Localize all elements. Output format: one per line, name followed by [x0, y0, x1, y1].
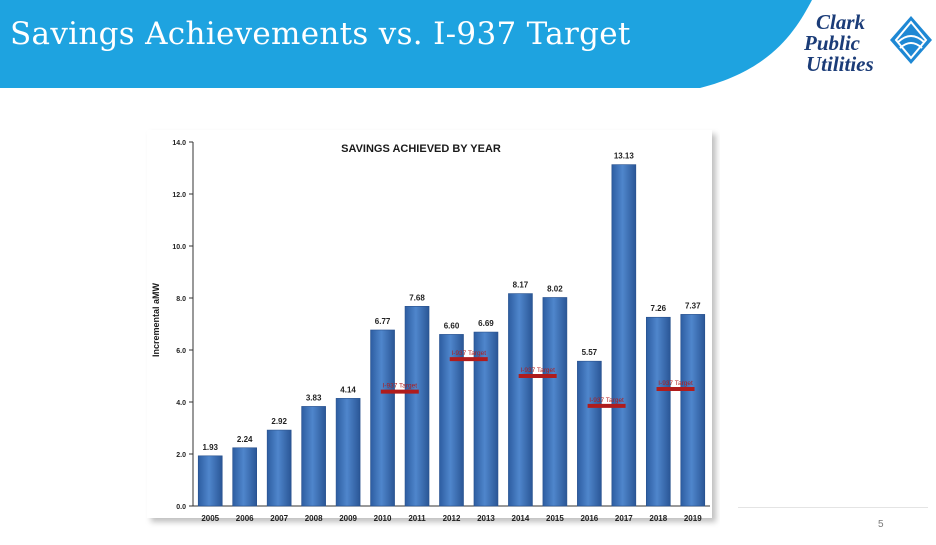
x-tick-label: 2009: [339, 514, 357, 523]
bar-value-label: 7.37: [685, 301, 701, 310]
bar: [404, 306, 430, 507]
savings-chart: SAVINGS ACHIEVED BY YEAR Incremental aMW…: [145, 128, 720, 528]
bar: [266, 429, 292, 507]
y-axis-label: Incremental aMW: [151, 282, 161, 357]
bar-value-label: 4.14: [340, 385, 356, 394]
chart-title: SAVINGS ACHIEVED BY YEAR: [341, 143, 501, 155]
x-tick-label: 2016: [580, 514, 598, 523]
bar: [232, 447, 257, 507]
bar: [197, 455, 223, 507]
y-tick-label: 6.0: [176, 348, 186, 355]
target-label: I-937 Target: [383, 383, 418, 390]
logo-line-2: Public: [804, 31, 860, 55]
bar: [645, 316, 671, 507]
bar-value-label: 2.92: [271, 417, 287, 426]
y-tick-label: 14.0: [172, 140, 186, 147]
x-tick-label: 2010: [374, 514, 392, 523]
x-tick-label: 2012: [443, 514, 461, 523]
bar-value-label: 3.83: [306, 393, 322, 402]
logo-wordmark: Clark Public Utilities: [802, 12, 874, 75]
y-tick-label: 0.0: [176, 504, 186, 511]
x-tick-label: 2006: [236, 514, 254, 523]
y-tick-label: 8.0: [176, 296, 186, 303]
x-tick-label: 2018: [649, 514, 667, 523]
bar-value-label: 2.24: [237, 435, 253, 444]
bar-value-label: 13.13: [614, 152, 635, 161]
y-tick-label: 12.0: [172, 192, 186, 199]
chart-canvas: SAVINGS ACHIEVED BY YEAR Incremental aMW…: [147, 130, 712, 523]
bar-value-label: 6.60: [444, 321, 460, 330]
bar: [611, 164, 637, 507]
bar: [577, 360, 602, 507]
bar-value-label: 6.69: [478, 319, 494, 328]
footer-divider: [738, 507, 928, 508]
bar-value-label: 7.26: [651, 304, 667, 313]
x-tick-label: 2007: [270, 514, 288, 523]
x-tick-label: 2017: [615, 514, 633, 523]
diamond-logo-icon: [890, 16, 932, 64]
slide-number: 5: [878, 519, 884, 530]
x-tick-label: 2019: [684, 514, 702, 523]
bar-value-label: 8.17: [513, 281, 529, 290]
bar: [439, 334, 464, 507]
target-label: I-937 Target: [589, 397, 624, 404]
bar-value-label: 6.77: [375, 317, 391, 326]
bar-value-label: 1.93: [202, 443, 218, 452]
y-tick-label: 4.0: [176, 400, 186, 407]
bar: [301, 406, 326, 507]
x-tick-label: 2015: [546, 514, 564, 523]
logo-line-1: Clark: [816, 10, 866, 34]
y-tick-label: 10.0: [172, 244, 186, 251]
clark-public-utilities-logo: Clark Public Utilities: [796, 10, 936, 82]
x-tick-label: 2013: [477, 514, 495, 523]
target-label: I-937 Target: [451, 350, 486, 357]
target-label: I-937 Target: [520, 367, 555, 374]
bar: [680, 314, 706, 507]
bar: [508, 293, 533, 507]
x-tick-label: 2005: [201, 514, 219, 523]
target-label: I-937 Target: [658, 380, 693, 387]
title-banner: [0, 0, 812, 88]
bar: [335, 398, 361, 507]
bar: [542, 297, 568, 507]
bar: [370, 329, 395, 507]
bar-value-label: 5.57: [582, 348, 598, 357]
x-tick-label: 2014: [512, 514, 530, 523]
logo-line-3: Utilities: [806, 52, 874, 76]
x-tick-label: 2011: [408, 514, 426, 523]
y-tick-label: 2.0: [176, 452, 186, 459]
bar-value-label: 8.02: [547, 284, 563, 293]
x-tick-label: 2008: [305, 514, 323, 523]
bar-value-label: 7.68: [409, 293, 425, 302]
slide-title: Savings Achievements vs. I-937 Target: [10, 16, 631, 52]
